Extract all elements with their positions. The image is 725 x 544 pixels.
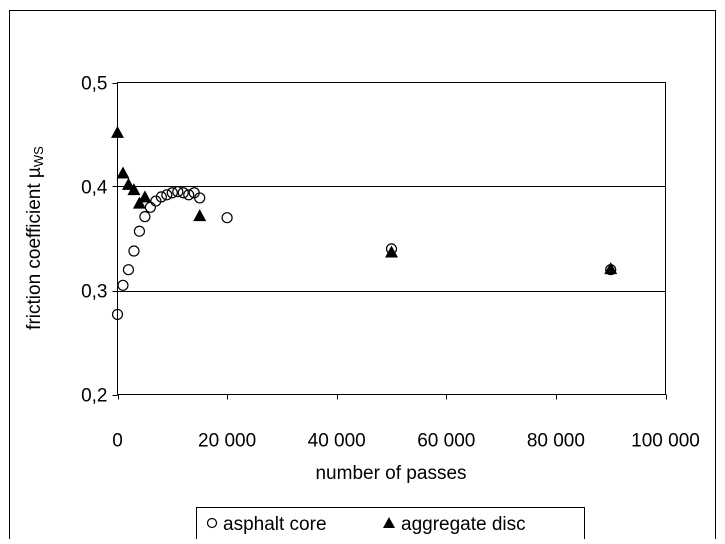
plot-area bbox=[117, 82, 666, 395]
x-tick-label: 100 000 bbox=[631, 431, 700, 452]
x-axis-label: number of passes bbox=[315, 463, 466, 484]
point-asphalt-core bbox=[183, 189, 195, 201]
point-asphalt-core bbox=[166, 187, 178, 199]
x-tick-label: 80 000 bbox=[527, 431, 585, 452]
legend-marker-aggregate-disc bbox=[383, 517, 395, 528]
point-aggregate-disc bbox=[111, 125, 124, 138]
point-asphalt-core bbox=[155, 191, 167, 203]
y-tick-label: 0,5 bbox=[81, 74, 107, 95]
y-axis-label-subscript: WS bbox=[31, 146, 46, 167]
y-tick-label: 0,4 bbox=[81, 178, 108, 199]
point-asphalt-core bbox=[172, 186, 184, 198]
point-asphalt-core bbox=[177, 187, 189, 199]
y-axis-label-group: friction coefficient µWS bbox=[24, 146, 46, 330]
y-tick-label: 0,2 bbox=[81, 386, 107, 407]
x-tick-label: 40 000 bbox=[308, 431, 366, 452]
point-aggregate-disc bbox=[132, 196, 146, 209]
point-asphalt-core bbox=[161, 189, 173, 201]
legend-marker-asphalt-core bbox=[206, 517, 218, 529]
point-asphalt-core bbox=[117, 279, 129, 291]
point-aggregate-disc bbox=[121, 177, 135, 190]
legend: asphalt core aggregate disc bbox=[196, 507, 585, 544]
legend-label-aggregate-disc: aggregate disc bbox=[401, 514, 526, 535]
point-aggregate-disc bbox=[116, 166, 130, 179]
point-aggregate-disc bbox=[604, 262, 618, 275]
point-asphalt-core bbox=[128, 245, 140, 257]
y-axis-label-main: friction coefficient µ bbox=[24, 167, 45, 330]
axes bbox=[112, 83, 667, 400]
point-asphalt-core bbox=[122, 264, 135, 276]
x-tick-label: 20 000 bbox=[198, 431, 256, 452]
point-asphalt-core bbox=[133, 225, 146, 237]
y-tick-label: 0,3 bbox=[81, 282, 107, 303]
point-asphalt-core bbox=[194, 192, 206, 204]
point-asphalt-core bbox=[139, 211, 151, 223]
gridlines bbox=[117, 186, 666, 292]
point-asphalt-core bbox=[221, 212, 233, 224]
point-aggregate-disc bbox=[193, 209, 207, 222]
y-axis-label: friction coefficient µWS bbox=[24, 146, 46, 330]
x-tick-label: 0 bbox=[112, 431, 123, 452]
x-tick-labels: 0 20 000 40 000 60 000 80 000 100 000 bbox=[112, 431, 700, 452]
point-aggregate-disc bbox=[138, 190, 152, 203]
x-tick-label: 60 000 bbox=[417, 431, 475, 452]
point-aggregate-disc bbox=[385, 245, 398, 258]
legend-label-asphalt-core: asphalt core bbox=[223, 514, 327, 535]
data-markers bbox=[111, 125, 618, 321]
point-aggregate-disc bbox=[127, 183, 141, 196]
point-asphalt-core bbox=[111, 308, 124, 321]
y-tick-labels: 0,2 0,3 0,4 0,5 bbox=[81, 74, 108, 407]
